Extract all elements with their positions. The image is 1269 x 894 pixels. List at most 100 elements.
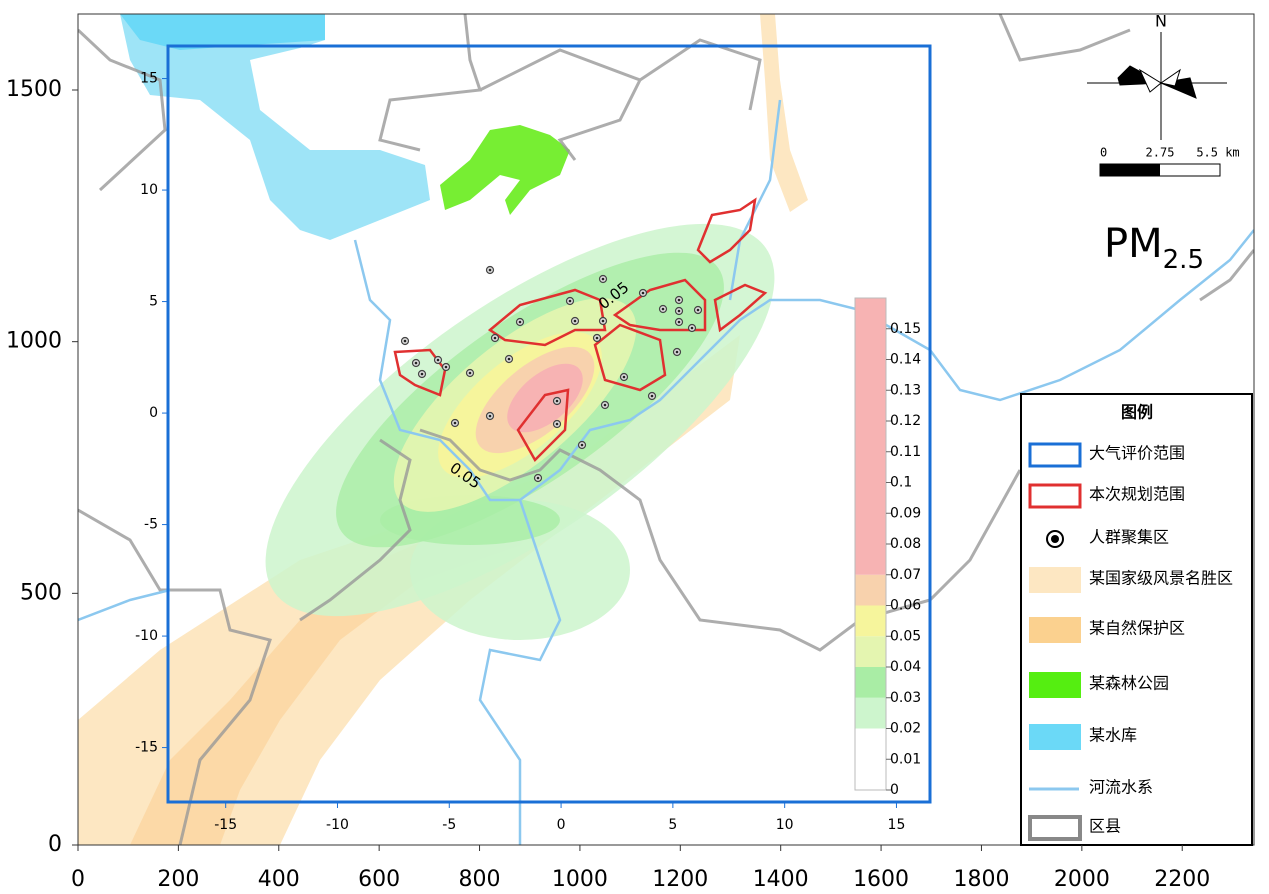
inner-x-tick-label: 15 <box>888 817 906 833</box>
colorbar-tick-label: 0.12 <box>890 413 921 429</box>
forest-park <box>440 125 570 215</box>
reservoir <box>120 14 325 50</box>
inner-x-tick-label: -5 <box>442 817 456 833</box>
population-dot <box>573 319 577 323</box>
population-dot <box>622 375 626 379</box>
inner-y-tick-label: 5 <box>149 294 158 310</box>
colorbar-band <box>855 298 886 575</box>
population-dot <box>650 394 654 398</box>
y-tick-label: 1000 <box>6 329 62 354</box>
population-dot <box>595 336 599 340</box>
inner-x-tick-label: -15 <box>214 817 237 833</box>
legend-symbol <box>1029 617 1081 643</box>
y-tick-label: 500 <box>20 580 62 605</box>
legend-symbol <box>1029 724 1081 750</box>
population-dot <box>468 371 472 375</box>
population-dot <box>493 336 497 340</box>
x-tick-label: 2000 <box>1054 867 1110 892</box>
colorbar-tick-label: 0.09 <box>890 505 921 521</box>
scenic-area <box>760 14 808 212</box>
legend-label: 大气评价范围 <box>1089 445 1185 463</box>
legend-label: 河流水系 <box>1089 779 1153 797</box>
evaluation-boundary <box>166 44 932 804</box>
colorbar-band <box>855 697 886 729</box>
legend-label: 本次规划范围 <box>1089 486 1185 504</box>
river <box>78 99 1254 845</box>
population-dot <box>568 299 572 303</box>
legend-symbol <box>1029 672 1081 698</box>
colorbar-tick-label: 0.04 <box>890 659 921 675</box>
colorbar-band <box>855 605 886 637</box>
colorbar-tick-label: 0.1 <box>890 475 912 491</box>
colorbar-band <box>855 636 886 667</box>
title-sub: 2.5 <box>1163 245 1204 275</box>
plume <box>265 223 775 640</box>
colorbar-tick-label: 0.11 <box>890 444 921 460</box>
inner-x-tick-label: -10 <box>326 817 349 833</box>
scale-bar-fill <box>1100 164 1160 176</box>
planning-area <box>393 197 768 463</box>
population-dot <box>555 422 559 426</box>
colorbar-tick-label: 0.07 <box>890 567 921 583</box>
inner-x-tick-label: 5 <box>668 817 677 833</box>
colorbar-tick-label: 0.06 <box>890 598 921 614</box>
population-dot <box>603 403 607 407</box>
y-tick-label: 0 <box>48 832 62 857</box>
x-tick-label: 0 <box>71 867 85 892</box>
population-dot <box>675 350 679 354</box>
x-tick-label: 1800 <box>953 867 1009 892</box>
colorbar-tick-label: 0.02 <box>890 721 921 737</box>
colorbar-tick-label: 0.13 <box>890 382 921 398</box>
population-dot <box>403 339 407 343</box>
inner-y-tick-label: -5 <box>144 517 158 533</box>
inner-x-tick-label: 0 <box>557 817 566 833</box>
x-tick-label: 600 <box>358 867 400 892</box>
inner-y-tick-label: -15 <box>135 740 158 756</box>
x-tick-label: 400 <box>258 867 300 892</box>
reservoir <box>120 14 430 240</box>
legend-title: 图例 <box>1121 403 1153 422</box>
population-dot <box>690 326 694 330</box>
basemap <box>78 14 1254 845</box>
legend-symbol <box>1029 567 1081 593</box>
x-tick-label: 200 <box>157 867 199 892</box>
population-dot <box>507 357 511 361</box>
population-dot <box>677 320 681 324</box>
population-dot <box>453 421 457 425</box>
legend-label: 某国家级风景名胜区 <box>1089 570 1233 588</box>
colorbar-band <box>855 574 886 606</box>
population-dot <box>641 291 645 295</box>
inner-y-tick-label: -10 <box>135 628 158 644</box>
outer-frame <box>77 13 1255 846</box>
colorbar-tick-label: 0.01 <box>890 751 921 767</box>
population-dot <box>580 443 584 447</box>
legend-label: 某自然保护区 <box>1089 620 1185 638</box>
population-dot <box>488 414 492 418</box>
population-dot <box>488 268 492 272</box>
legend-symbol <box>1051 535 1059 543</box>
population-dot <box>696 308 700 312</box>
x-tick-label: 2200 <box>1154 867 1210 892</box>
population-dot <box>414 361 418 365</box>
north-arrow <box>1087 32 1227 140</box>
title-main: PM <box>1104 221 1163 267</box>
y-tick-label: 1500 <box>6 77 62 102</box>
scale-label: 2.75 <box>1146 146 1175 160</box>
population-dot <box>661 307 665 311</box>
district-boundary <box>78 14 1254 845</box>
x-tick-label: 1600 <box>853 867 909 892</box>
inner-y-tick-label: 15 <box>140 71 158 87</box>
legend-symbol <box>1028 442 1082 468</box>
title: PM2.5 <box>1104 221 1204 275</box>
x-tick-label: 800 <box>459 867 501 892</box>
colorbar-band <box>855 667 886 698</box>
legend-label: 人群聚集区 <box>1089 529 1169 547</box>
population-dot <box>518 320 522 324</box>
nature-reserve <box>130 520 540 845</box>
population-dot <box>436 358 440 362</box>
scale-label: 0 <box>1100 146 1107 160</box>
colorbar-tick-label: 0.03 <box>890 690 921 706</box>
inner-y-tick-label: 10 <box>140 182 158 198</box>
inner-x-tick-label: 10 <box>776 817 794 833</box>
